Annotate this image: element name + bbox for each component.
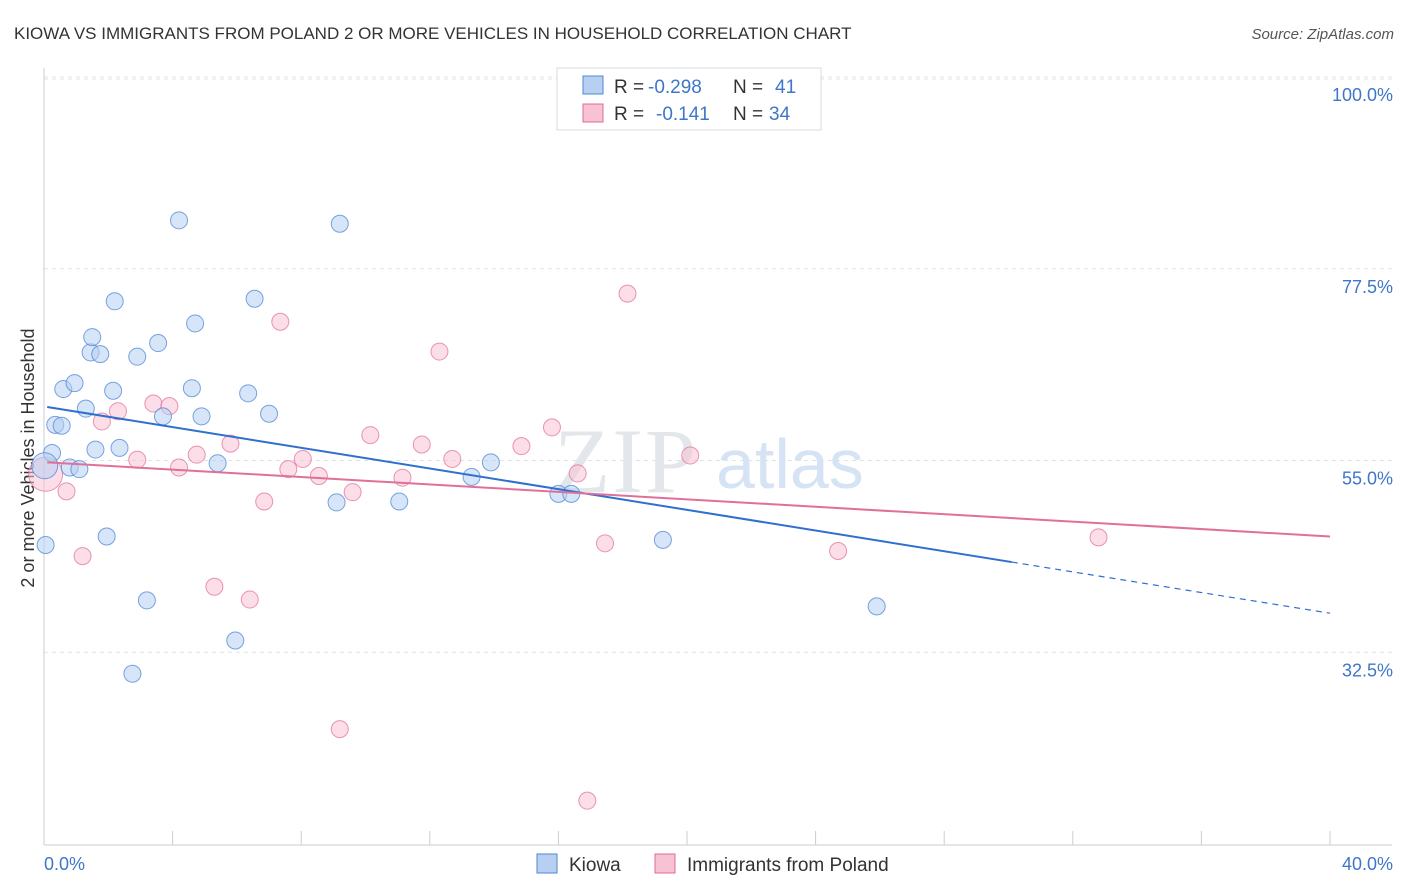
poland-point-19 — [343, 483, 362, 502]
kiowa-point-16 — [110, 438, 129, 457]
kiowa-point-14 — [104, 381, 123, 400]
y-tick-label-0: 100.0% — [1332, 85, 1393, 105]
poland-point-23 — [430, 342, 449, 361]
kiowa-points — [31, 211, 886, 683]
x-tick-label-0: 0.0% — [44, 854, 85, 874]
poland-point-12 — [240, 590, 259, 609]
poland-point-30 — [618, 284, 637, 303]
poland-point-26 — [542, 418, 561, 437]
poland-point-4 — [108, 402, 127, 421]
kiowa-trend-line — [47, 405, 1012, 564]
kiowa-point-20 — [149, 334, 168, 353]
poland-point-28 — [578, 791, 597, 810]
poland-point-15 — [279, 460, 298, 479]
kiowa-point-19 — [137, 591, 156, 610]
kiowa-point-33 — [390, 492, 409, 511]
poland-point-1 — [57, 482, 76, 501]
poland-point-33 — [1089, 528, 1108, 547]
poland-point-24 — [443, 449, 462, 468]
poland-point-29 — [596, 534, 615, 553]
x-tick-label-1: 40.0% — [1342, 854, 1393, 874]
stats-legend: R = -0.298 N = 41 R = -0.141 N = 34 — [556, 67, 822, 131]
poland-points — [28, 284, 1108, 810]
legend-swatch-kiowa — [582, 75, 604, 95]
poland-point-16 — [293, 449, 312, 468]
kiowa-point-12 — [91, 345, 110, 364]
kiowa-point-23 — [182, 379, 201, 398]
kiowa-point-31 — [327, 493, 346, 512]
kiowa-trend-extension — [1011, 561, 1331, 614]
kiowa-point-26 — [208, 454, 227, 473]
kiowa-point-29 — [245, 289, 264, 308]
poland-point-8 — [170, 458, 189, 477]
kiowa-point-6 — [65, 374, 84, 393]
poland-point-9 — [187, 445, 206, 464]
kiowa-point-32 — [330, 214, 349, 233]
chart-title: KIOWA VS IMMIGRANTS FROM POLAND 2 OR MOR… — [14, 24, 852, 43]
poland-point-5 — [128, 450, 147, 469]
poland-point-18 — [330, 720, 349, 739]
kiowa-point-15 — [105, 292, 124, 311]
legend-n-value-2: 34 — [769, 104, 791, 125]
poland-point-11 — [221, 434, 240, 453]
kiowa-point-22 — [170, 211, 189, 230]
legend-n-label-2: N = — [733, 104, 768, 125]
kiowa-point-18 — [128, 347, 147, 366]
bottom-legend-label-poland: Immigrants from Poland — [687, 855, 889, 876]
y-tick-label-1: 77.5% — [1342, 277, 1393, 297]
poland-point-22 — [412, 435, 431, 454]
series-legend: Kiowa Immigrants from Poland — [536, 853, 889, 876]
tick-labels: 100.0% 77.5% 55.0% 32.5% 0.0% 40.0% — [44, 85, 1393, 874]
poland-point-10 — [205, 577, 224, 596]
y-axis-title: 2 or more Vehicles in Household — [18, 328, 38, 587]
kiowa-point-39 — [867, 597, 886, 616]
poland-point-13 — [255, 492, 274, 511]
kiowa-point-27 — [226, 631, 245, 650]
poland-point-25 — [512, 437, 531, 456]
poland-point-31 — [681, 446, 700, 465]
poland-point-32 — [829, 541, 848, 560]
poland-point-27 — [568, 464, 587, 483]
kiowa-point-11 — [86, 440, 105, 459]
legend-r-value-2: -0.141 — [656, 104, 710, 125]
legend-r-label-1: R = — [614, 77, 649, 98]
legend-r-label-2: R = — [614, 104, 649, 125]
poland-point-14 — [271, 312, 290, 331]
legend-n-value-1: 41 — [775, 77, 796, 98]
poland-point-2 — [73, 547, 92, 566]
poland-trend-line — [47, 461, 1331, 538]
legend-n-label-1: N = — [733, 77, 768, 98]
bottom-legend-swatch-kiowa — [536, 853, 558, 874]
poland-point-17 — [309, 466, 328, 485]
kiowa-point-40 — [31, 452, 59, 480]
kiowa-point-21 — [153, 407, 172, 426]
bottom-legend-label-kiowa: Kiowa — [569, 855, 621, 876]
y-tick-label-2: 55.0% — [1342, 469, 1393, 489]
kiowa-point-24 — [186, 314, 205, 333]
kiowa-point-35 — [481, 453, 500, 472]
trend-lines — [47, 405, 1331, 614]
y-tick-label-3: 32.5% — [1342, 660, 1393, 680]
kiowa-point-17 — [123, 664, 142, 683]
source-label: Source: ZipAtlas.com — [1251, 26, 1394, 43]
kiowa-point-30 — [260, 404, 279, 423]
kiowa-point-0 — [36, 536, 55, 555]
kiowa-point-38 — [653, 530, 672, 549]
kiowa-point-13 — [97, 527, 116, 546]
watermark-atlas: atlas — [716, 425, 864, 503]
gridlines — [44, 76, 1392, 653]
kiowa-point-10 — [83, 328, 102, 347]
kiowa-point-25 — [192, 407, 211, 426]
kiowa-point-3 — [52, 416, 71, 435]
poland-point-20 — [361, 426, 380, 445]
bottom-legend-swatch-poland — [654, 853, 676, 874]
kiowa-point-28 — [239, 384, 258, 403]
legend-r-value-1: -0.298 — [648, 77, 702, 98]
legend-swatch-poland — [582, 103, 604, 123]
